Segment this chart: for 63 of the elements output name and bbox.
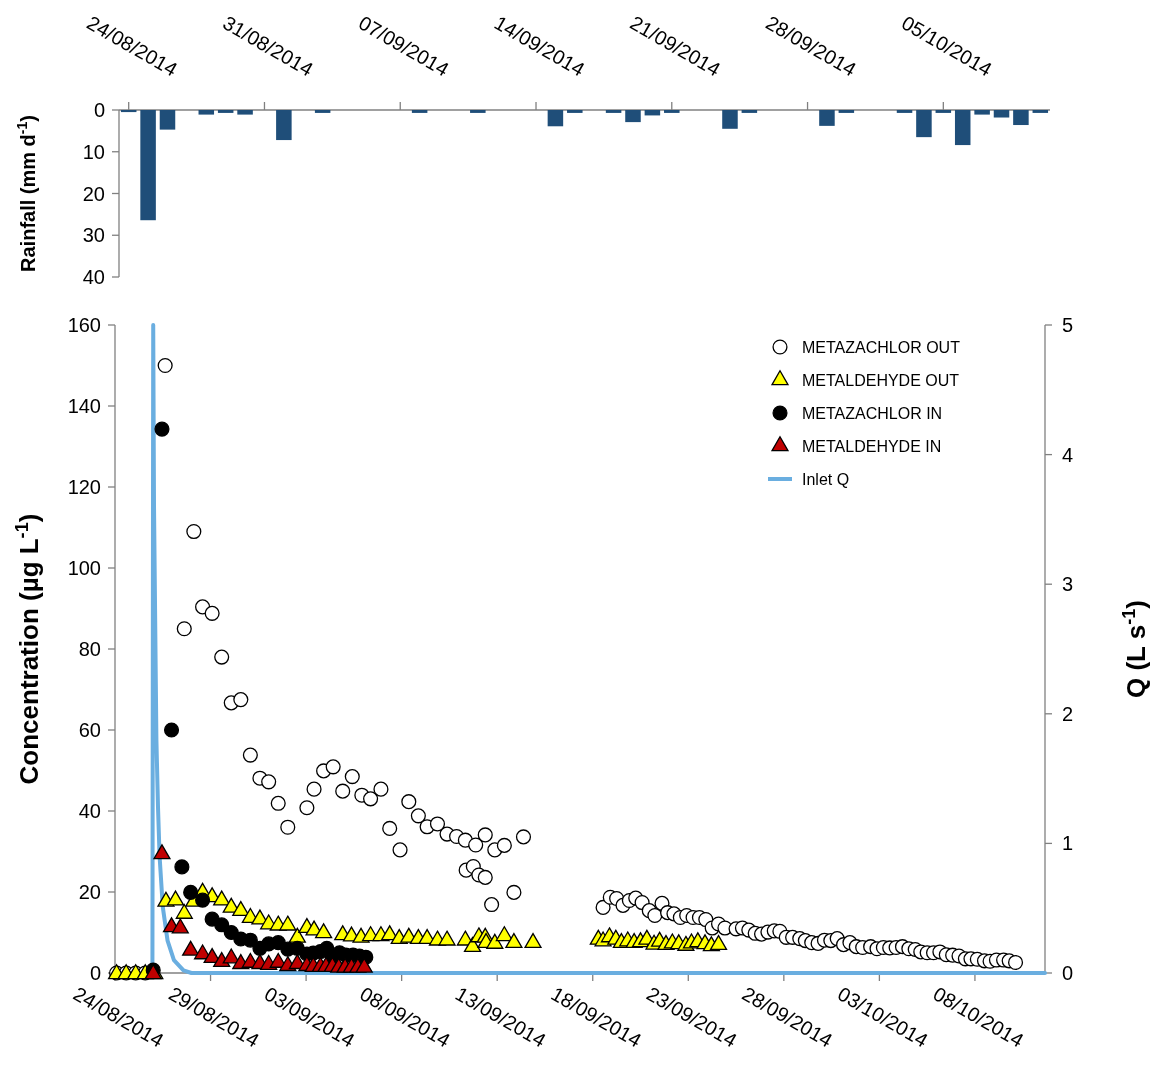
point [153,844,171,860]
point [174,859,190,875]
bar [567,110,583,113]
y-tick-label: 40 [78,800,101,822]
bar [547,110,564,127]
bar [140,110,156,221]
y-tick-label: 140 [67,395,101,417]
legend-label: METAZACHLOR IN [802,404,943,422]
bar [314,110,331,113]
y2-tick-label: 3 [1062,573,1074,596]
y-tick-label: 60 [78,719,101,741]
point [195,892,211,908]
bar [605,110,622,113]
bar [896,110,913,113]
legend-label: METALDEHYDE OUT [802,371,960,389]
y-tick-label: 100 [67,557,101,579]
legend-label: Inlet Q [802,470,850,488]
bar [838,110,855,113]
bar [916,110,932,138]
bar [993,110,1010,118]
y-tick-label: 20 [82,182,105,205]
bar [411,110,428,113]
bar [237,110,253,115]
point [182,940,200,956]
bar [741,110,758,113]
y-tick-label: 80 [78,638,101,660]
y2-tick-label: 2 [1062,702,1074,725]
y-tick-label: 30 [82,224,105,247]
y2-tick-label: 4 [1062,443,1074,466]
y2-tick-label: 0 [1062,962,1074,984]
bar [470,110,486,113]
y2-tick-label: 5 [1062,314,1074,336]
y-tick-label: 160 [67,314,101,336]
y-tick-label: 40 [82,266,105,288]
point [154,421,170,437]
point [183,884,199,900]
point [163,722,180,738]
bar [722,110,738,129]
bar [198,110,215,115]
bar [625,110,641,123]
legend-label: METALDEHYDE IN [802,437,942,455]
bar [819,110,835,126]
point [214,917,230,933]
bar [935,110,952,113]
point [171,918,189,934]
legend-label: METAZACHLOR OUT [802,338,961,356]
y-tick-label: 20 [78,881,101,903]
bar [217,110,234,113]
bar [159,110,176,130]
y-tick-label: 120 [67,476,101,498]
bar [276,110,292,141]
point [242,932,258,948]
bar [120,110,137,113]
bar [974,110,990,115]
y2-tick-label: 1 [1062,832,1074,855]
bar [1013,110,1029,126]
bar [664,110,680,113]
point [355,957,373,973]
y-tick-label: 0 [93,99,105,121]
y-tick-label: 0 [89,962,101,984]
y-tick-label: 10 [82,140,105,163]
bar [1032,110,1049,113]
bar [954,110,971,146]
